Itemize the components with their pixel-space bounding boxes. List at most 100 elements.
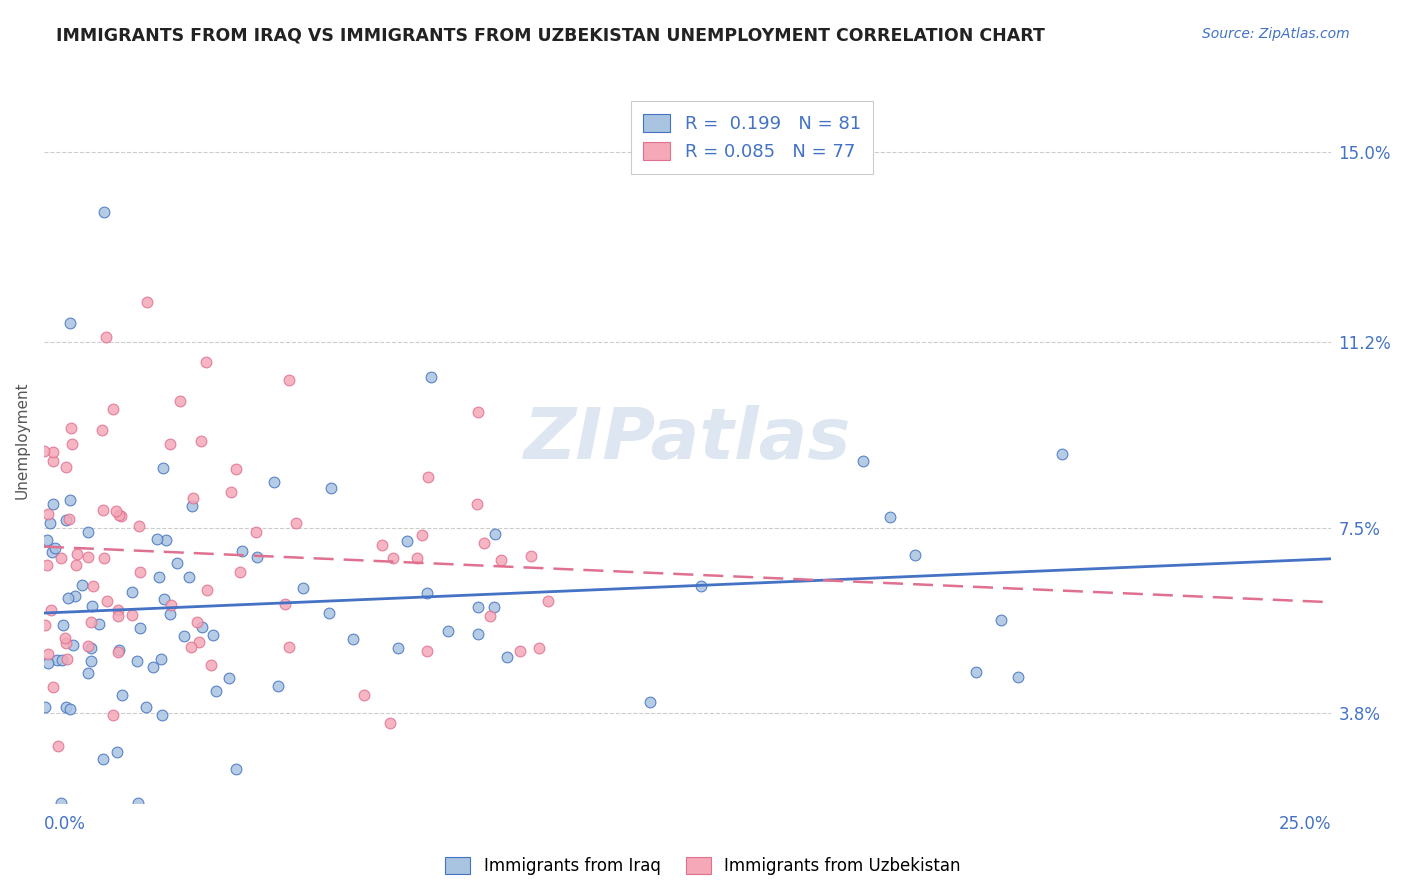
Point xyxy=(177,570,200,584)
Point xyxy=(107,508,129,522)
Point xyxy=(183,491,205,506)
Point xyxy=(482,600,505,615)
Point xyxy=(173,629,195,643)
Text: Source: ZipAtlas.com: Source: ZipAtlas.com xyxy=(1202,27,1350,41)
Point xyxy=(52,618,75,632)
Point xyxy=(79,654,101,668)
Point xyxy=(55,460,77,475)
Point xyxy=(180,640,202,655)
Point xyxy=(353,688,375,702)
Point xyxy=(94,330,117,344)
Point xyxy=(266,679,288,693)
Point xyxy=(82,579,104,593)
Point xyxy=(79,615,101,629)
Point xyxy=(181,499,204,513)
Point xyxy=(437,624,460,639)
Legend: R =  0.199   N = 81, R = 0.085   N = 77: R = 0.199 N = 81, R = 0.085 N = 77 xyxy=(630,101,873,174)
Point xyxy=(59,702,82,716)
Point xyxy=(200,658,222,673)
Point xyxy=(342,632,364,646)
Point xyxy=(39,516,62,530)
Point xyxy=(136,295,159,310)
Point xyxy=(159,607,181,622)
Point xyxy=(285,516,308,530)
Point xyxy=(277,373,299,387)
Point xyxy=(128,566,150,580)
Point xyxy=(416,644,439,658)
Point xyxy=(42,454,65,468)
Point xyxy=(34,618,56,632)
Point xyxy=(46,739,69,754)
Point xyxy=(49,796,72,810)
Text: 0.0%: 0.0% xyxy=(44,815,86,833)
Point xyxy=(150,708,173,723)
Legend: Immigrants from Iraq, Immigrants from Uzbekistan: Immigrants from Iraq, Immigrants from Uz… xyxy=(437,849,969,884)
Point xyxy=(496,649,519,664)
Point xyxy=(125,655,148,669)
Point xyxy=(55,636,77,650)
Point xyxy=(55,700,77,714)
Point xyxy=(142,659,165,673)
Point xyxy=(77,666,100,681)
Point xyxy=(59,316,82,330)
Point xyxy=(55,513,77,527)
Point xyxy=(166,556,188,570)
Point xyxy=(904,548,927,562)
Point xyxy=(148,570,170,584)
Point xyxy=(190,434,212,449)
Point xyxy=(291,581,314,595)
Point xyxy=(225,762,247,776)
Point xyxy=(219,484,242,499)
Point xyxy=(418,470,440,484)
Point xyxy=(53,631,76,645)
Point xyxy=(202,628,225,642)
Point xyxy=(194,355,217,369)
Point xyxy=(467,404,489,418)
Point xyxy=(406,551,429,566)
Point xyxy=(278,640,301,654)
Point xyxy=(159,437,181,451)
Point xyxy=(42,445,65,459)
Point xyxy=(529,640,551,655)
Point xyxy=(245,524,267,539)
Text: 25.0%: 25.0% xyxy=(1279,815,1331,833)
Point xyxy=(65,558,87,572)
Text: IMMIGRANTS FROM IRAQ VS IMMIGRANTS FROM UZBEKISTAN UNEMPLOYMENT CORRELATION CHAR: IMMIGRANTS FROM IRAQ VS IMMIGRANTS FROM … xyxy=(56,27,1045,45)
Point xyxy=(107,602,129,616)
Point xyxy=(35,558,58,573)
Point xyxy=(41,603,63,617)
Point xyxy=(191,620,214,634)
Point xyxy=(205,684,228,698)
Point xyxy=(91,503,114,517)
Point xyxy=(91,752,114,766)
Y-axis label: Unemployment: Unemployment xyxy=(15,381,30,499)
Point xyxy=(89,617,111,632)
Point xyxy=(229,565,252,579)
Point xyxy=(420,370,443,384)
Point xyxy=(107,645,129,659)
Point xyxy=(107,609,129,624)
Point xyxy=(127,796,149,810)
Point xyxy=(638,695,661,709)
Point xyxy=(59,492,82,507)
Point xyxy=(93,551,115,566)
Point xyxy=(690,579,713,593)
Point xyxy=(58,512,80,526)
Point xyxy=(110,509,132,524)
Point xyxy=(478,609,501,624)
Point xyxy=(145,532,167,546)
Point xyxy=(246,549,269,564)
Point xyxy=(218,671,240,685)
Point xyxy=(150,652,173,666)
Point xyxy=(467,627,489,641)
Point xyxy=(169,394,191,409)
Point xyxy=(107,643,129,657)
Point xyxy=(41,545,63,559)
Point xyxy=(46,653,69,667)
Point xyxy=(59,421,82,435)
Point xyxy=(37,656,59,670)
Point xyxy=(879,509,901,524)
Point xyxy=(186,615,208,629)
Point xyxy=(1050,446,1073,460)
Point xyxy=(111,688,134,702)
